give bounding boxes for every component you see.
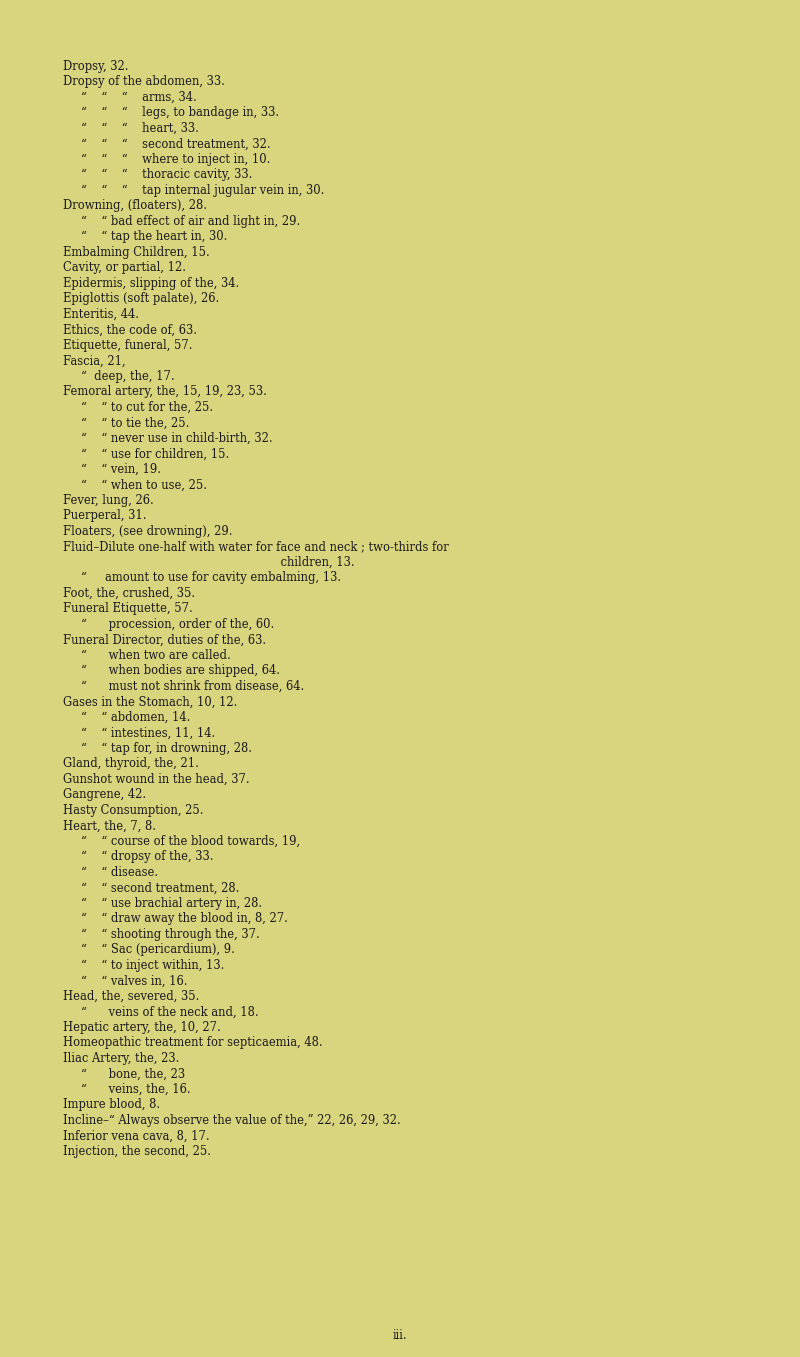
Text: “    “ intestines, 11, 14.: “ “ intestines, 11, 14. xyxy=(81,726,215,740)
Text: Homeopathic treatment for septicaemia, 48.: Homeopathic treatment for septicaemia, 4… xyxy=(63,1037,322,1049)
Text: “    “ Sac (pericardium), 9.: “ “ Sac (pericardium), 9. xyxy=(81,943,235,957)
Text: Floaters, (see drowning), 29.: Floaters, (see drowning), 29. xyxy=(63,525,233,537)
Text: Gases in the Stomach, 10, 12.: Gases in the Stomach, 10, 12. xyxy=(63,696,238,708)
Text: Ethics, the code of, 63.: Ethics, the code of, 63. xyxy=(63,323,197,337)
Text: Iliac Artery, the, 23.: Iliac Artery, the, 23. xyxy=(63,1052,179,1065)
Text: Injection, the second, 25.: Injection, the second, 25. xyxy=(63,1145,211,1158)
Text: Gunshot wound in the head, 37.: Gunshot wound in the head, 37. xyxy=(63,773,250,786)
Text: “    “ disease.: “ “ disease. xyxy=(81,866,158,879)
Text: Fascia, 21,: Fascia, 21, xyxy=(63,354,126,368)
Text: Inferior vena cava, 8, 17.: Inferior vena cava, 8, 17. xyxy=(63,1129,210,1143)
Text: Hasty Consumption, 25.: Hasty Consumption, 25. xyxy=(63,803,203,817)
Text: Impure blood, 8.: Impure blood, 8. xyxy=(63,1099,160,1111)
Text: “    “    “    arms, 34.: “ “ “ arms, 34. xyxy=(81,91,197,104)
Text: “    “    “    tap internal jugular vein in, 30.: “ “ “ tap internal jugular vein in, 30. xyxy=(81,185,324,197)
Text: “    “ tap for, in drowning, 28.: “ “ tap for, in drowning, 28. xyxy=(81,742,252,754)
Text: “    “ use for children, 15.: “ “ use for children, 15. xyxy=(81,448,230,460)
Text: “    “ abdomen, 14.: “ “ abdomen, 14. xyxy=(81,711,190,725)
Text: “    “ when to use, 25.: “ “ when to use, 25. xyxy=(81,479,207,491)
Text: “      must not shrink from disease, 64.: “ must not shrink from disease, 64. xyxy=(81,680,304,693)
Text: children, 13.: children, 13. xyxy=(63,556,354,569)
Text: Incline–“ Always observe the value of the,” 22, 26, 29, 32.: Incline–“ Always observe the value of th… xyxy=(63,1114,401,1128)
Text: “    “ vein, 19.: “ “ vein, 19. xyxy=(81,463,161,476)
Text: Funeral Etiquette, 57.: Funeral Etiquette, 57. xyxy=(63,603,193,616)
Text: Epidermis, slipping of the, 34.: Epidermis, slipping of the, 34. xyxy=(63,277,239,290)
Text: “    “ use brachial artery in, 28.: “ “ use brachial artery in, 28. xyxy=(81,897,262,911)
Text: “    “    “    thoracic cavity, 33.: “ “ “ thoracic cavity, 33. xyxy=(81,168,252,182)
Text: “    “ course of the blood towards, 19,: “ “ course of the blood towards, 19, xyxy=(81,835,300,848)
Text: “    “ to inject within, 13.: “ “ to inject within, 13. xyxy=(81,959,224,972)
Text: Hepatic artery, the, 10, 27.: Hepatic artery, the, 10, 27. xyxy=(63,1020,221,1034)
Text: “      when two are called.: “ when two are called. xyxy=(81,649,230,662)
Text: “    “ to tie the, 25.: “ “ to tie the, 25. xyxy=(81,417,190,430)
Text: “  deep, the, 17.: “ deep, the, 17. xyxy=(81,370,174,383)
Text: “    “ never use in child-birth, 32.: “ “ never use in child-birth, 32. xyxy=(81,432,273,445)
Text: “    “ valves in, 16.: “ “ valves in, 16. xyxy=(81,974,187,988)
Text: Cavity, or partial, 12.: Cavity, or partial, 12. xyxy=(63,262,186,274)
Text: “    “ tap the heart in, 30.: “ “ tap the heart in, 30. xyxy=(81,231,227,243)
Text: “      bone, the, 23: “ bone, the, 23 xyxy=(81,1068,185,1080)
Text: Etiquette, funeral, 57.: Etiquette, funeral, 57. xyxy=(63,339,193,351)
Text: Femoral artery, the, 15, 19, 23, 53.: Femoral artery, the, 15, 19, 23, 53. xyxy=(63,385,267,399)
Text: Head, the, severed, 35.: Head, the, severed, 35. xyxy=(63,991,199,1003)
Text: “    “ bad effect of air and light in, 29.: “ “ bad effect of air and light in, 29. xyxy=(81,214,300,228)
Text: “    “    “    second treatment, 32.: “ “ “ second treatment, 32. xyxy=(81,137,270,151)
Text: Fluid–Dilute one-half with water for face and neck ; two-thirds for: Fluid–Dilute one-half with water for fac… xyxy=(63,540,449,554)
Text: iii.: iii. xyxy=(393,1329,407,1342)
Text: “      when bodies are shipped, 64.: “ when bodies are shipped, 64. xyxy=(81,665,280,677)
Text: Dropsy of the abdomen, 33.: Dropsy of the abdomen, 33. xyxy=(63,76,225,88)
Text: “    “ dropsy of the, 33.: “ “ dropsy of the, 33. xyxy=(81,851,214,863)
Text: “      veins of the neck and, 18.: “ veins of the neck and, 18. xyxy=(81,1006,258,1019)
Text: Foot, the, crushed, 35.: Foot, the, crushed, 35. xyxy=(63,588,195,600)
Text: “    “ draw away the blood in, 8, 27.: “ “ draw away the blood in, 8, 27. xyxy=(81,912,288,925)
Text: “    “ shooting through the, 37.: “ “ shooting through the, 37. xyxy=(81,928,260,940)
Text: “      veins, the, 16.: “ veins, the, 16. xyxy=(81,1083,190,1096)
Text: Puerperal, 31.: Puerperal, 31. xyxy=(63,509,146,522)
Text: Gangrene, 42.: Gangrene, 42. xyxy=(63,788,146,802)
Text: Funeral Director, duties of the, 63.: Funeral Director, duties of the, 63. xyxy=(63,634,266,646)
Text: Gland, thyroid, the, 21.: Gland, thyroid, the, 21. xyxy=(63,757,199,771)
Text: Dropsy, 32.: Dropsy, 32. xyxy=(63,60,129,73)
Text: Fever, lung, 26.: Fever, lung, 26. xyxy=(63,494,154,508)
Text: “    “ to cut for the, 25.: “ “ to cut for the, 25. xyxy=(81,402,213,414)
Text: “     amount to use for cavity embalming, 13.: “ amount to use for cavity embalming, 13… xyxy=(81,571,341,585)
Text: Heart, the, 7, 8.: Heart, the, 7, 8. xyxy=(63,820,156,832)
Text: Embalming Children, 15.: Embalming Children, 15. xyxy=(63,246,210,259)
Text: Epiglottis (soft palate), 26.: Epiglottis (soft palate), 26. xyxy=(63,293,219,305)
Text: “    “ second treatment, 28.: “ “ second treatment, 28. xyxy=(81,882,239,894)
Text: “    “    “    where to inject in, 10.: “ “ “ where to inject in, 10. xyxy=(81,153,270,166)
Text: Drowning, (floaters), 28.: Drowning, (floaters), 28. xyxy=(63,199,207,213)
Text: Enteritis, 44.: Enteritis, 44. xyxy=(63,308,139,322)
Text: “    “    “    legs, to bandage in, 33.: “ “ “ legs, to bandage in, 33. xyxy=(81,106,279,119)
Text: “    “    “    heart, 33.: “ “ “ heart, 33. xyxy=(81,122,199,134)
Text: “      procession, order of the, 60.: “ procession, order of the, 60. xyxy=(81,617,274,631)
